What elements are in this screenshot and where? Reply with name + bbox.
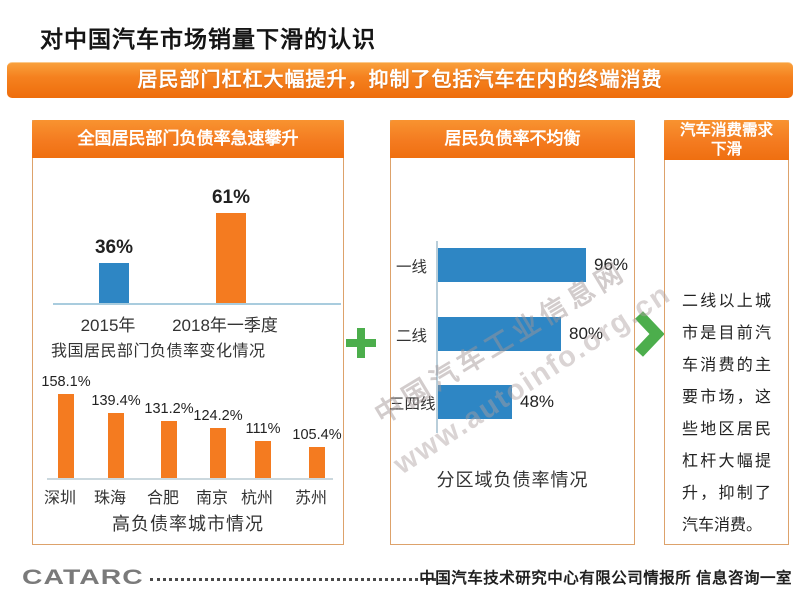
bar-category-label: 三四线	[389, 396, 436, 413]
bar-category-label: 一线	[395, 259, 427, 276]
chart-city-debt: 高负债率城市情况 158.1% 深圳 139.4% 珠海 131.2% 合肥 124.2% 南…	[33, 121, 343, 544]
chart-axis	[436, 241, 438, 433]
bar-category-label: 合肥	[146, 490, 179, 507]
bar-category-label: 南京	[195, 490, 228, 507]
panel-conclusion: 汽车消费需求下滑 二线以上城市是目前汽车消费的主要市场，这些地区居民杠杆大幅提升…	[664, 120, 789, 545]
panel-middle-header: 居民负债率不均衡	[390, 120, 635, 158]
bar	[58, 394, 74, 478]
bar-category-label: 2015年	[80, 316, 136, 335]
panel-left-header: 全国居民部门负债率急速攀升	[32, 120, 344, 158]
bar-value-label: 80%	[569, 324, 604, 343]
chart-regional-debt: 分区域负债率情况 96% 一线 80% 二线 48% 三四线	[389, 121, 634, 544]
footer-org-text: 中国汽车技术研究中心有限公司情报所 信息咨询一室	[419, 570, 792, 587]
bar-value-label: 105.4%	[292, 427, 342, 443]
bar	[309, 447, 325, 478]
bar-value-label: 96%	[594, 255, 629, 274]
bar-category-label: 珠海	[93, 490, 126, 507]
bar-value-label: 139.4%	[91, 393, 141, 409]
bar-category-label: 深圳	[43, 490, 76, 507]
bar-category-label: 苏州	[294, 490, 327, 507]
bar-value-label: 131.2%	[144, 401, 194, 417]
bar	[255, 441, 271, 478]
bar	[99, 263, 129, 303]
chevron-right-icon	[635, 311, 664, 357]
bar	[438, 385, 512, 419]
catarc-logo: CATARC	[22, 565, 144, 589]
chart-baseline	[53, 303, 341, 305]
bar-category-label: 二线	[395, 328, 427, 345]
bar-value-label: 48%	[520, 392, 555, 411]
banner: 居民部门杠杠大幅提升，抑制了包括汽车在内的终端消费	[7, 62, 793, 98]
dotted-divider	[150, 578, 436, 581]
panel-national-debt: 全国居民部门负债率急速攀升 我国居民部门负债率变化情况 36% 2015年 61% 2…	[32, 120, 344, 545]
bar-value-label: 36%	[94, 237, 134, 258]
bar	[438, 248, 586, 282]
bar	[210, 428, 226, 478]
plus-icon	[346, 328, 376, 358]
bar-value-label: 124.2%	[193, 408, 243, 424]
chart-debt-change: 我国居民部门负债率变化情况 36% 2015年 61% 2018年一季度	[33, 121, 343, 544]
chart-baseline	[47, 478, 333, 480]
panel-right-header: 汽车消费需求下滑	[664, 120, 789, 160]
page-title: 对中国汽车市场销量下滑的认识	[40, 26, 376, 52]
bar-category-label: 杭州	[240, 490, 273, 507]
bar	[438, 317, 561, 351]
panel-regional-debt: 居民负债率不均衡 分区域负债率情况 96% 一线 80% 二线 48% 三四线	[389, 120, 635, 545]
bar-category-label: 2018年一季度	[172, 316, 278, 335]
chart-caption: 我国居民部门负债率变化情况	[51, 343, 266, 360]
bar	[216, 213, 246, 303]
bar-value-label: 61%	[211, 187, 251, 208]
chart-caption: 高负债率城市情况	[112, 514, 264, 534]
bar-value-label: 111%	[245, 421, 281, 437]
bar	[161, 421, 177, 478]
bar	[108, 413, 124, 478]
conclusion-text: 二线以上城市是目前汽车消费的主要市场，这些地区居民杠杆大幅提升，抑制了汽车消费。	[682, 293, 771, 534]
chart-caption: 分区域负债率情况	[436, 470, 589, 490]
bar-value-label: 158.1%	[41, 374, 91, 390]
